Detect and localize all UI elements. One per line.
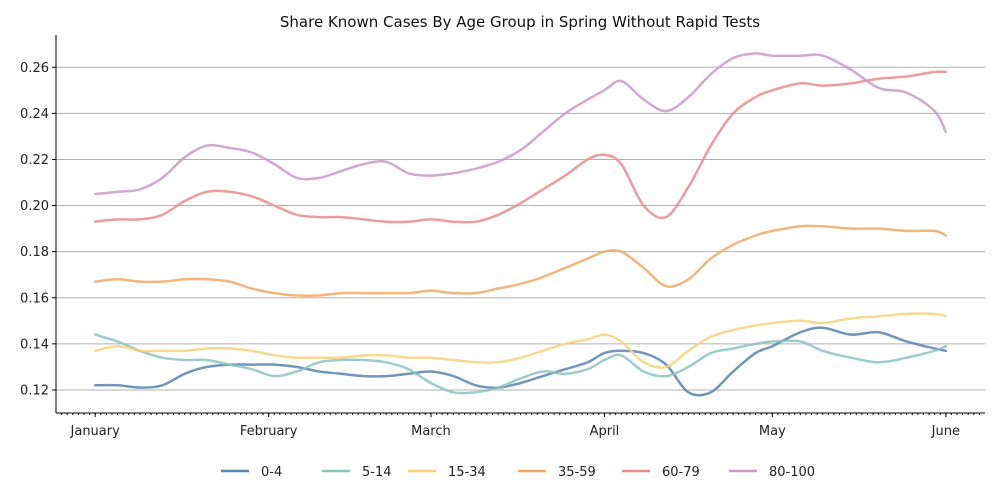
legend: 0-4 5-14 15-34 35-59 60-79 80-100 (221, 465, 815, 480)
series-line-60-79 (93, 70, 948, 224)
x-tick-label: June (931, 424, 960, 439)
gridlines (56, 66, 985, 391)
y-tick-label: 0.22 (20, 153, 49, 168)
legend-label: 5-14 (362, 465, 392, 480)
y-tick-label: 0.12 (20, 383, 49, 398)
x-tick-label: April (590, 424, 620, 439)
legend-item-0-4: 0-4 (221, 465, 282, 480)
series-line-80-100 (93, 52, 948, 196)
legend-item-60-79: 60-79 (622, 465, 700, 480)
y-axis-ticks: 0.12 0.14 0.16 0.18 0.20 0.22 0.24 0.26 (20, 61, 56, 398)
y-tick-label: 0.24 (20, 107, 49, 122)
legend-label: 60-79 (662, 465, 700, 480)
y-tick-label: 0.26 (20, 61, 49, 76)
x-tick-label: May (759, 424, 786, 439)
x-tick-label: March (411, 424, 451, 439)
series-line-0-4 (93, 326, 948, 397)
legend-item-35-59: 35-59 (518, 465, 596, 480)
series-lines (93, 52, 948, 397)
series-line-35-59 (93, 224, 948, 297)
y-tick-label: 0.18 (20, 245, 49, 260)
legend-label: 80-100 (769, 465, 815, 480)
legend-label: 0-4 (261, 465, 282, 480)
x-tick-label: February (240, 424, 298, 439)
x-axis-ticks: January February March April May June (61, 413, 980, 439)
y-tick-label: 0.16 (20, 291, 49, 306)
legend-label: 15-34 (448, 465, 486, 480)
legend-item-80-100: 80-100 (729, 465, 815, 480)
y-tick-label: 0.14 (20, 337, 49, 352)
x-tick-label: January (70, 424, 121, 439)
legend-item-15-34: 15-34 (408, 465, 486, 480)
series-line-15-34 (93, 312, 948, 369)
series-line-5-14 (93, 333, 948, 395)
legend-label: 35-59 (558, 465, 596, 480)
chart-title: Share Known Cases By Age Group in Spring… (280, 13, 760, 31)
y-tick-label: 0.20 (20, 199, 49, 214)
legend-item-5-14: 5-14 (322, 465, 392, 480)
